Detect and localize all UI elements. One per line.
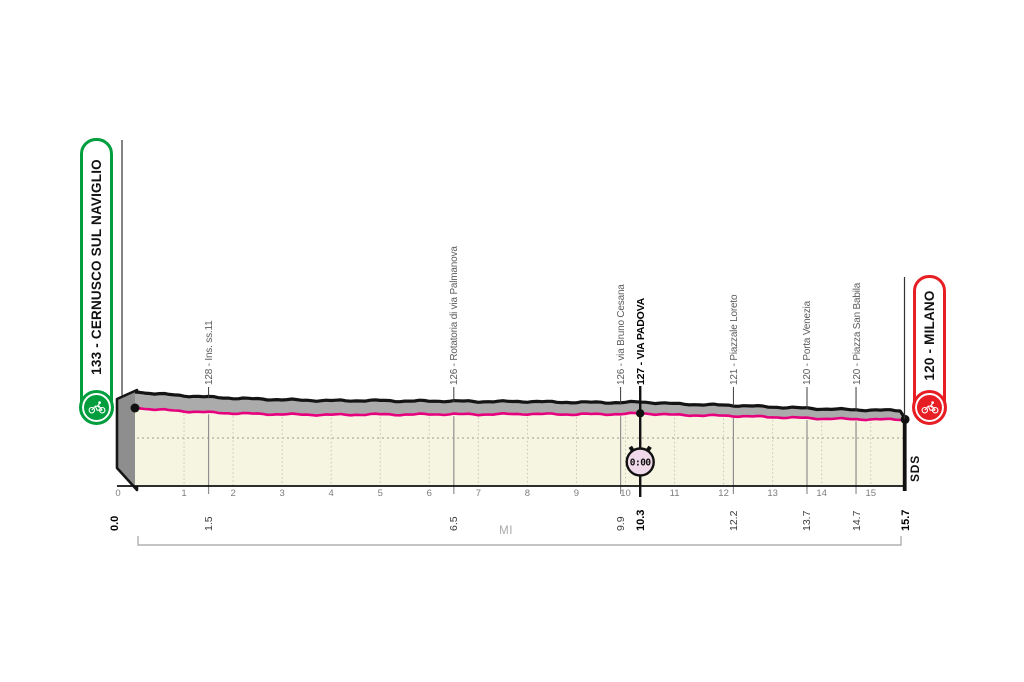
km-tick-label: 4	[328, 488, 334, 499]
bicycle-icon	[88, 401, 105, 414]
road-top-line	[134, 390, 907, 420]
province-bracket	[137, 536, 902, 546]
province-label: MI	[499, 525, 513, 537]
waypoint-label: 126 - via Bruno Cesana	[616, 284, 628, 385]
km-tick-label: 2	[230, 488, 236, 499]
road-band	[135, 392, 906, 421]
route-line	[134, 406, 906, 422]
km-tick-label: 11	[669, 488, 680, 499]
km-tick-label: 3	[279, 488, 285, 499]
finish-label: 120 - MILANO	[922, 290, 937, 381]
distance-label: 9.9	[615, 516, 628, 531]
distance-label: 0.0	[108, 515, 121, 531]
start-badge: 133 - CERNUSCO SUL NAVIGLIO	[79, 138, 114, 425]
km-tick-label: 8	[524, 488, 531, 499]
km-tick-label: 9	[573, 488, 580, 499]
finish-badge: 120 - MILANO	[912, 275, 947, 425]
km-tick-label: 1	[181, 488, 187, 499]
finish-cyclist-icon	[912, 390, 947, 425]
distance-label: 10.3	[634, 509, 647, 531]
km-tick-label: 14	[816, 488, 827, 499]
bicycle-icon	[921, 401, 938, 414]
finish-border	[902, 419, 907, 491]
km-tick-label: 10	[620, 488, 631, 499]
distance-label: 13.7	[801, 510, 814, 531]
km-tick-label: 5	[377, 488, 383, 499]
waypoint-label: 126 - Rotatoria di via Palmanova	[449, 246, 461, 385]
km-tick-label: 0	[115, 488, 121, 499]
elevation-area	[135, 408, 906, 486]
distance-label: 12.2	[727, 510, 740, 531]
time-check-value: 0:00	[630, 457, 652, 468]
time-check-dot	[636, 409, 645, 418]
waypoint-label: 120 - Piazza San Babila	[851, 282, 863, 385]
distance-label: 15.7	[899, 509, 912, 531]
km-tick-label: 15	[865, 488, 877, 499]
distance-label: 1.5	[203, 516, 216, 531]
km-tick-label: 6	[426, 488, 432, 499]
waypoint-label: 120 - Porta Venezia	[802, 300, 814, 385]
start-dot	[130, 403, 140, 413]
distance-label: 6.5	[448, 516, 461, 531]
designer-signature: SDS	[908, 454, 922, 482]
distance-label: 14.7	[850, 510, 863, 531]
waypoint-label: 127 - VIA PADOVA	[634, 297, 647, 385]
km-tick-label: 12	[718, 488, 729, 499]
start-cyclist-icon	[79, 390, 114, 425]
km-tick-label: 7	[475, 488, 481, 499]
time-check-clock-icon	[625, 447, 655, 477]
start-label: 133 - CERNUSCO SUL NAVIGLIO	[89, 159, 104, 375]
km-tick-label: 13	[767, 488, 778, 499]
waypoint-label: 121 - Piazzale Loreto	[728, 294, 740, 385]
waypoint-label: 128 - Ins. ss.11	[204, 320, 216, 385]
